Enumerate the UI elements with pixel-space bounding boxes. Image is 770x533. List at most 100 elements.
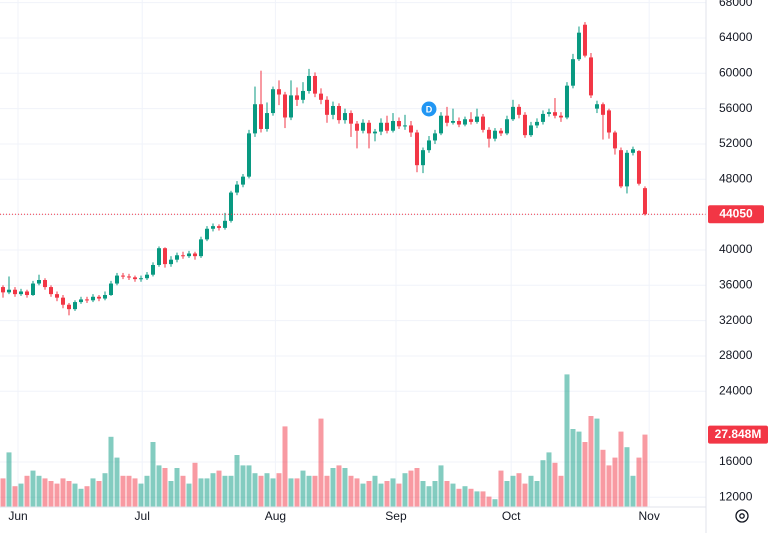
last-volume-label: 27.848M xyxy=(715,427,762,441)
candle-body xyxy=(318,93,323,100)
candle-body xyxy=(552,112,557,116)
candle-body xyxy=(0,287,5,293)
candle-body xyxy=(24,291,29,296)
candle-body xyxy=(456,121,461,125)
candle-body xyxy=(264,113,269,129)
y-tick-label: 68000 xyxy=(719,0,753,9)
gear-ring xyxy=(735,509,749,523)
volume-bar xyxy=(366,481,372,507)
candle-body xyxy=(54,294,59,298)
volume-bar xyxy=(420,481,426,507)
volume-bar xyxy=(252,473,258,507)
volume-bar xyxy=(354,478,360,507)
candle-body xyxy=(144,274,149,279)
volume-bar xyxy=(294,478,300,507)
volume-bar xyxy=(306,475,312,507)
volume-bar xyxy=(90,478,96,507)
volume-bar xyxy=(282,426,288,507)
volume-bar xyxy=(168,481,174,507)
volume-bar xyxy=(42,478,48,507)
candle-body xyxy=(84,299,89,301)
volume-bar xyxy=(498,470,504,507)
candle-body xyxy=(186,253,191,257)
volume-bar xyxy=(318,418,324,507)
candle-body xyxy=(510,106,515,120)
candle-body xyxy=(540,113,545,122)
candle-body xyxy=(198,239,203,257)
volume-bar xyxy=(84,486,90,507)
candle-body xyxy=(138,278,143,280)
dividend-marker xyxy=(420,100,438,118)
candle-body xyxy=(384,122,389,131)
candle-body xyxy=(90,296,95,301)
volume-bar xyxy=(270,478,276,507)
volume-bar xyxy=(546,452,552,507)
settings-button[interactable] xyxy=(735,509,749,523)
volume-bar xyxy=(486,496,492,507)
candle-body xyxy=(150,264,155,275)
volume-bar xyxy=(222,475,228,507)
candle-body xyxy=(570,59,575,86)
candle-body xyxy=(300,90,305,100)
volume-bar xyxy=(54,483,60,507)
volume-bar xyxy=(342,468,348,507)
volume-bar xyxy=(564,374,570,507)
candle-body xyxy=(372,131,377,134)
candle-body xyxy=(246,133,251,177)
candle-body xyxy=(324,99,329,115)
candle-body xyxy=(192,253,197,257)
candle-body xyxy=(204,228,209,240)
candle-body xyxy=(432,133,437,141)
candle-body xyxy=(630,149,635,153)
y-tick-label: 40000 xyxy=(719,242,753,256)
candle-body xyxy=(474,116,479,122)
volume-bar xyxy=(72,483,78,507)
volume-bar xyxy=(438,465,444,507)
candle-body xyxy=(216,226,221,228)
volume-bar xyxy=(582,442,588,507)
y-tick-label: 64000 xyxy=(719,30,753,44)
volume-bar xyxy=(630,475,636,507)
y-tick-label: 56000 xyxy=(719,101,753,115)
candle-body xyxy=(114,275,119,284)
volume-bar xyxy=(348,475,354,507)
volume-bar xyxy=(402,473,408,507)
volume-bar xyxy=(126,475,132,507)
dividend-label: D xyxy=(426,104,433,114)
volume-bar xyxy=(48,481,54,507)
candle-body xyxy=(258,104,263,129)
candle-body xyxy=(606,110,611,133)
volume-bar xyxy=(372,475,378,507)
volume-bar xyxy=(606,465,612,507)
y-tick-label: 12000 xyxy=(719,489,753,503)
candle-body xyxy=(210,226,215,229)
volume-bar xyxy=(426,486,432,507)
candle-body xyxy=(534,121,539,126)
candle-body xyxy=(180,255,185,257)
volume-bar xyxy=(432,481,438,507)
candle-body xyxy=(642,188,647,215)
volume-bar xyxy=(330,468,336,507)
volume-bar xyxy=(156,465,162,507)
volume-bar xyxy=(24,475,30,507)
last-price-badge xyxy=(708,205,764,224)
volume-bar xyxy=(186,483,192,507)
candle-body xyxy=(120,275,125,277)
volume-bar xyxy=(600,449,606,507)
candle-body xyxy=(342,113,347,121)
price-pane xyxy=(0,22,647,316)
volume-bar xyxy=(114,457,120,507)
volume-bar xyxy=(474,491,480,507)
volume-bar xyxy=(78,488,84,507)
candle-body xyxy=(396,121,401,127)
candle-body xyxy=(312,75,317,94)
volume-bar xyxy=(228,475,234,507)
candle-body xyxy=(426,140,431,151)
candle-body xyxy=(618,150,623,187)
volume-bar xyxy=(12,486,18,507)
volume-bar xyxy=(210,473,216,507)
candle-body xyxy=(42,279,47,288)
volume-bar xyxy=(198,478,204,507)
overlay: D xyxy=(0,100,706,215)
